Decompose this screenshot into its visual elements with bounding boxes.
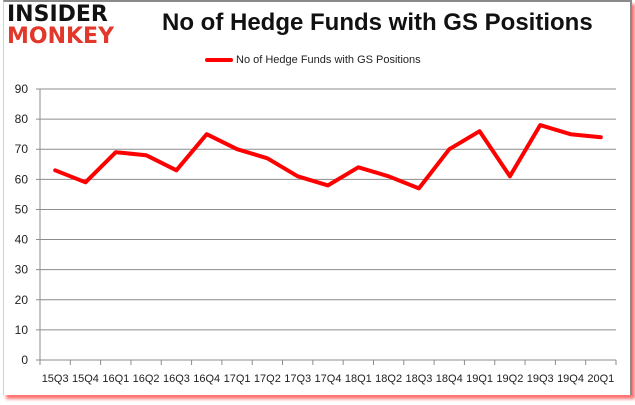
- x-tick-label: 16Q4: [193, 373, 220, 385]
- x-tick-label: 18Q1: [345, 373, 372, 385]
- x-axis-ticks: 15Q3 15Q4 16Q1 16Q2 16Q3 16Q4 17Q1 17Q2 17Q3 17Q4…: [39, 360, 617, 385]
- x-tick-label: 20Q1: [587, 373, 614, 385]
- logo-line-1: INSIDER: [7, 2, 108, 27]
- gridlines: [36, 88, 616, 361]
- x-tick-label: 15Q3: [42, 373, 69, 385]
- x-tick-label: 19Q3: [527, 373, 554, 385]
- y-tick-label: 70: [15, 142, 29, 156]
- x-tick-label: 17Q3: [284, 373, 311, 385]
- y-tick-label: 30: [15, 263, 29, 277]
- y-tick-label: 60: [15, 172, 29, 186]
- x-tick-label: 16Q1: [102, 373, 129, 385]
- insider-monkey-logo: INSIDER MONKEY: [7, 4, 147, 52]
- y-tick-label: 80: [15, 112, 29, 126]
- x-tick-label: 18Q2: [375, 373, 402, 385]
- logo-line-2: MONKEY: [7, 24, 115, 49]
- x-tick-label: 19Q1: [466, 373, 493, 385]
- y-tick-label: 90: [15, 82, 29, 96]
- legend-label: No of Hedge Funds with GS Positions: [236, 54, 421, 66]
- x-tick-label: 17Q2: [254, 373, 281, 385]
- x-tick-label: 18Q4: [436, 373, 463, 385]
- chart-frame: [3, 0, 632, 395]
- y-tick-label: 50: [15, 202, 29, 216]
- x-tick-label: 16Q3: [163, 373, 190, 385]
- chart-legend: No of Hedge Funds with GS Positions: [205, 54, 421, 66]
- x-tick-label: 17Q4: [315, 373, 342, 385]
- x-tick-label: 18Q3: [405, 373, 432, 385]
- y-axis-ticks: 0 10 20 30 40 50 60 70 80 90: [15, 82, 29, 367]
- x-tick-label: 19Q4: [557, 373, 584, 385]
- chart-title: No of Hedge Funds with GS Positions: [162, 9, 593, 36]
- legend-line-swatch-icon: [205, 58, 233, 62]
- x-tick-label: 16Q2: [133, 373, 160, 385]
- y-tick-label: 20: [15, 293, 29, 307]
- x-tick-label: 19Q2: [496, 373, 523, 385]
- x-tick-label: 15Q4: [72, 373, 99, 385]
- y-tick-label: 10: [15, 323, 29, 337]
- x-tick-label: 17Q1: [224, 373, 251, 385]
- series-line: [53, 123, 603, 191]
- y-tick-label: 40: [15, 233, 29, 247]
- y-tick-label: 0: [21, 353, 28, 367]
